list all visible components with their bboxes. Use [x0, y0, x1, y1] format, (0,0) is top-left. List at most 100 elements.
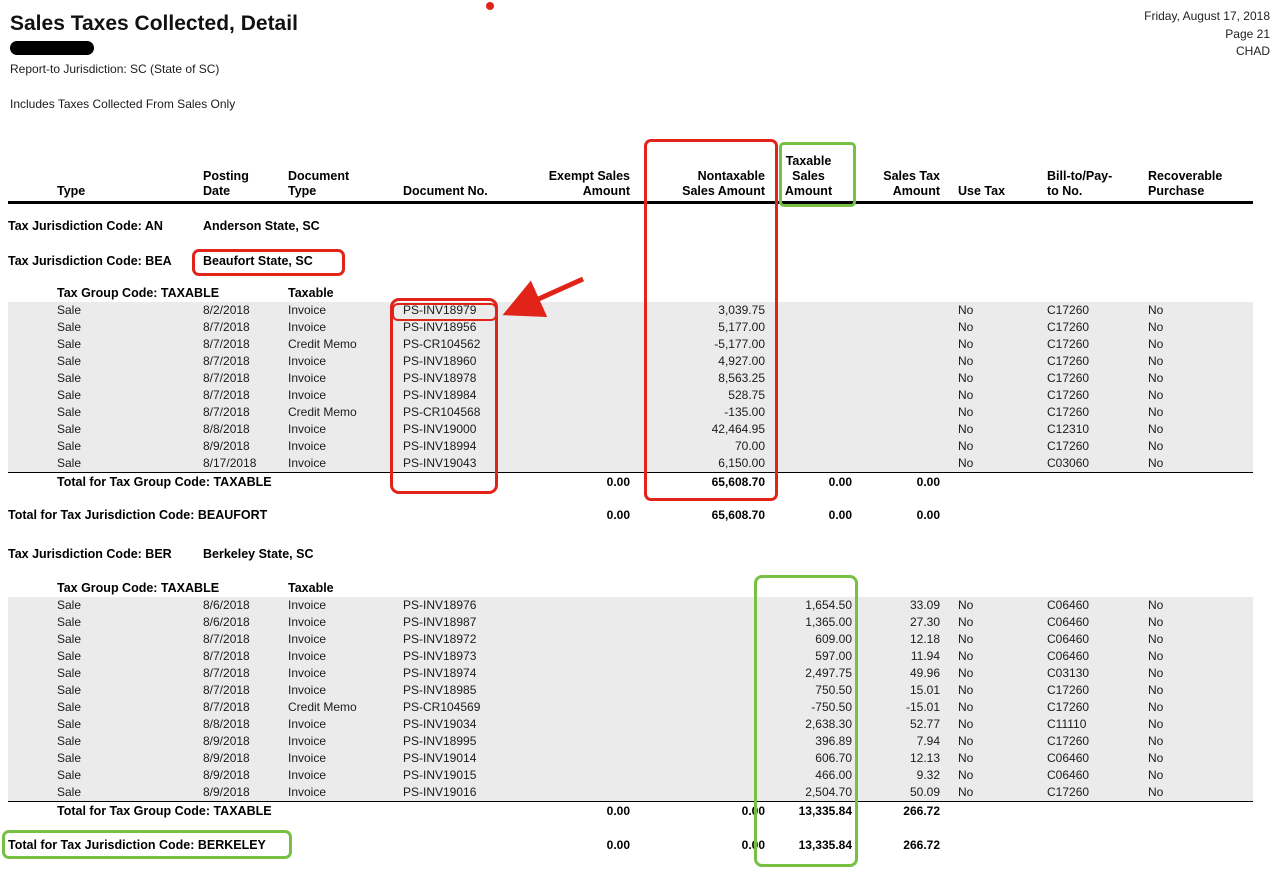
cell-nontaxable_sales_amount: [630, 631, 765, 648]
cell-document_no: PS-INV18960: [403, 354, 477, 368]
cell-nontaxable_sales_amount: 3,039.75: [718, 303, 765, 317]
cell-use_tax: No: [958, 768, 974, 782]
cell-posting_date: 8/17/2018: [203, 456, 257, 470]
table-row: Sale 8/9/2018 Invoice PS-INV19016 2,504.70 50…: [8, 784, 1253, 801]
column-header-nontaxable_sales_amount: Nontaxable Sales Amount: [630, 169, 765, 199]
header-line: Bill-to/Pay-: [1047, 169, 1113, 183]
cell-document_no: PS-CR104569: [403, 700, 481, 714]
cell-posting_date: 8/7/2018: [203, 354, 250, 368]
cell-sales_tax_amount: 11.94: [910, 649, 940, 663]
cell-sales_tax_amount: 9.32: [916, 768, 940, 782]
table-row: Sale 8/7/2018 Invoice PS-INV18985 750.50 15.0…: [8, 682, 1253, 699]
jurisdiction-name: Anderson State, SC: [203, 219, 320, 233]
cell-use_tax: No: [958, 320, 974, 334]
table-row: Sale 8/7/2018 Invoice PS-INV18972 609.00 12.1…: [8, 631, 1253, 648]
table-row: Sale 8/7/2018 Credit Memo PS-CR104568 -135.0…: [8, 404, 1253, 421]
cell-document_no: PS-INV18974: [403, 666, 477, 680]
total-taxable_sales_amount: 13,335.84: [798, 804, 852, 818]
cell-posting_date: 8/8/2018: [203, 717, 250, 731]
cell-recoverable_purchase: No: [1148, 717, 1164, 731]
cell-sales_tax_amount: 49.96: [909, 666, 940, 680]
cell-taxable_sales_amount: [765, 336, 852, 353]
cell-type: Sale: [57, 751, 82, 765]
cell-type: Sale: [57, 337, 82, 351]
cell-use_tax: No: [958, 632, 974, 646]
table-header-row: Type Posting Date Document Type Document No. E…: [8, 140, 1253, 204]
table-row: Sale 8/8/2018 Invoice PS-INV19034 2,638.30 52…: [8, 716, 1253, 733]
report-to-jurisdiction: Report-to Jurisdiction: SC (State of SC): [10, 62, 220, 76]
column-header-posting_date: Posting Date: [203, 169, 288, 199]
cell-taxable_sales_amount: [765, 455, 852, 472]
cell-posting_date: 8/9/2018: [203, 768, 250, 782]
cell-document_type: Invoice: [288, 439, 327, 453]
cell-recoverable_purchase: No: [1148, 598, 1164, 612]
cell-use_tax: No: [958, 354, 974, 368]
cell-type: Sale: [57, 683, 82, 697]
header-line: Amount: [784, 184, 833, 198]
cell-exempt_sales_amount: [518, 455, 630, 472]
jurisdiction-code-label: Tax Jurisdiction Code: BEA: [8, 254, 172, 268]
cell-bill_to_pay_to_no: C17260: [1047, 405, 1090, 419]
cell-document_type: Invoice: [288, 371, 327, 385]
cell-use_tax: No: [958, 337, 974, 351]
table-row: Sale 8/7/2018 Invoice PS-INV18973 597.00 11.9…: [8, 648, 1253, 665]
cell-recoverable_purchase: No: [1148, 456, 1164, 470]
jurisdiction-header: Tax Jurisdiction Code: AN Anderson State,…: [8, 217, 1253, 235]
cell-sales_tax_amount: 12.13: [909, 751, 940, 765]
cell-bill_to_pay_to_no: C06460: [1047, 649, 1090, 663]
cell-sales_tax_amount: [852, 421, 940, 438]
cell-document_no: PS-INV18995: [403, 734, 477, 748]
cell-document_no: PS-INV19000: [403, 422, 477, 436]
cell-nontaxable_sales_amount: -135.00: [724, 405, 765, 419]
cell-posting_date: 8/7/2018: [203, 405, 250, 419]
cell-document_no: PS-CR104562: [403, 337, 481, 351]
cell-nontaxable_sales_amount: [630, 733, 765, 750]
cell-sales_tax_amount: -15.01: [905, 700, 940, 714]
header-line: Amount: [582, 184, 630, 198]
cell-document_type: Credit Memo: [288, 337, 357, 351]
header-line: Document No.: [403, 184, 488, 198]
cell-nontaxable_sales_amount: 4,927.00: [718, 354, 765, 368]
cell-taxable_sales_amount: 396.89: [815, 734, 852, 748]
report-title: Sales Taxes Collected, Detail: [10, 12, 298, 35]
column-header-use_tax: Use Tax: [940, 184, 1047, 199]
cell-recoverable_purchase: No: [1148, 320, 1164, 334]
total-label: Total for Tax Group Code: TAXABLE: [57, 475, 272, 489]
report-date: Friday, August 17, 2018: [1144, 9, 1270, 23]
cell-bill_to_pay_to_no: C17260: [1047, 785, 1090, 799]
cell-taxable_sales_amount: [765, 387, 852, 404]
total-exempt_sales_amount: 0.00: [606, 838, 630, 852]
cell-use_tax: No: [958, 405, 974, 419]
header-line: Purchase: [1148, 184, 1205, 198]
cell-type: Sale: [57, 632, 82, 646]
cell-posting_date: 8/9/2018: [203, 734, 250, 748]
cell-sales_tax_amount: [852, 404, 940, 421]
total-nontaxable_sales_amount: 0.00: [741, 804, 765, 818]
cell-taxable_sales_amount: [765, 404, 852, 421]
cell-bill_to_pay_to_no: C03130: [1047, 666, 1090, 680]
header-line: Type: [288, 184, 317, 198]
cell-posting_date: 8/7/2018: [203, 683, 250, 697]
cell-document_no: PS-INV18956: [403, 320, 477, 334]
cell-recoverable_purchase: No: [1148, 632, 1164, 646]
cell-posting_date: 8/2/2018: [203, 303, 250, 317]
page-number: Page 21: [1225, 26, 1270, 41]
cell-taxable_sales_amount: 2,504.70: [805, 785, 852, 799]
cell-exempt_sales_amount: [518, 404, 630, 421]
cell-document_type: Invoice: [288, 615, 327, 629]
cell-nontaxable_sales_amount: [630, 665, 765, 682]
cell-use_tax: No: [958, 439, 974, 453]
cell-type: Sale: [57, 439, 82, 453]
cell-taxable_sales_amount: [765, 353, 852, 370]
cell-use_tax: No: [958, 717, 974, 731]
cell-taxable_sales_amount: 2,638.30: [805, 717, 852, 731]
cell-posting_date: 8/7/2018: [203, 632, 250, 646]
cell-exempt_sales_amount: [518, 716, 630, 733]
cell-posting_date: 8/7/2018: [203, 649, 250, 663]
cell-recoverable_purchase: No: [1148, 649, 1164, 663]
cell-document_no: PS-CR104568: [403, 405, 481, 419]
tax-group-header: Tax Group Code: TAXABLE Taxable: [8, 579, 1253, 597]
jurisdiction-code-label: Tax Jurisdiction Code: AN: [8, 219, 163, 233]
header-line: Sales Tax: [883, 169, 940, 183]
cell-nontaxable_sales_amount: 6,150.00: [718, 456, 765, 470]
